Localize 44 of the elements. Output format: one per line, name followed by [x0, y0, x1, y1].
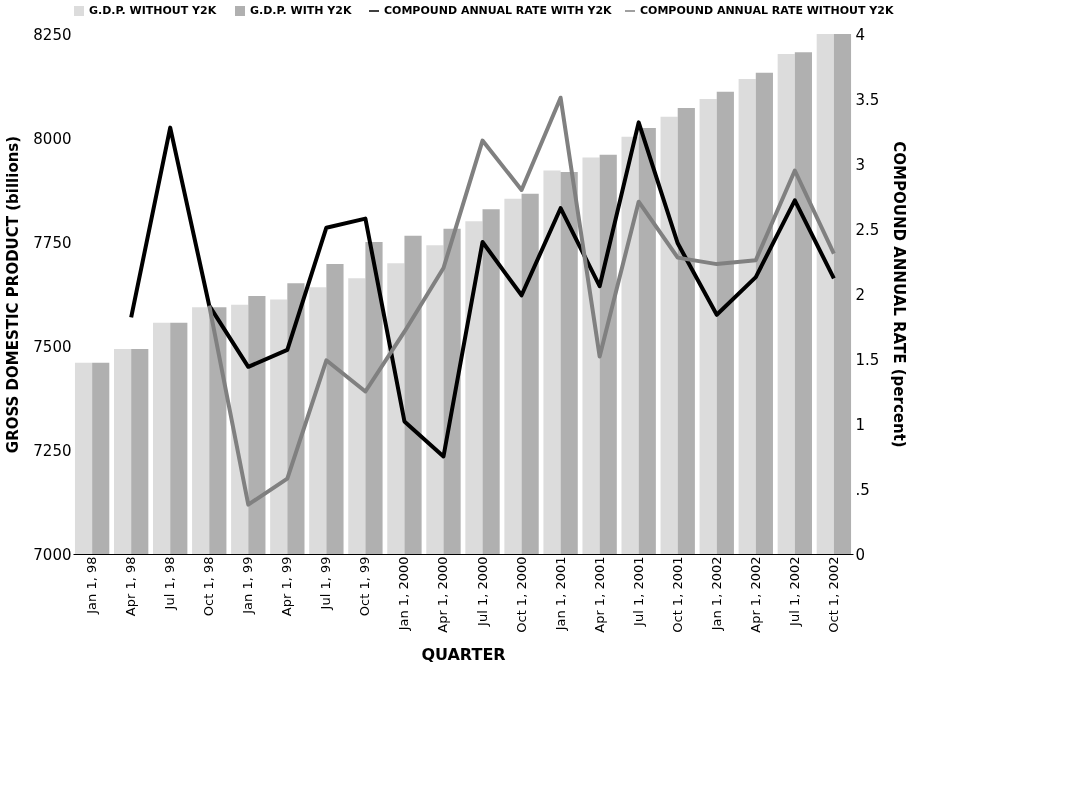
y-tick-label: 7500	[33, 337, 72, 356]
x-tick-label: Oct 1, 2000	[513, 556, 529, 633]
x-tick-label: Jan 1, 98	[84, 556, 100, 615]
y-tick-label: 8000	[33, 129, 72, 148]
x-tick-label: Apr 1, 2001	[591, 556, 607, 633]
x-axis-title: QUARTER	[421, 644, 506, 664]
x-tick-label: Jan 1, 2002	[708, 556, 724, 632]
y-tick-label: 7750	[33, 233, 72, 252]
x-tick-label: Jan 1, 2000	[396, 556, 412, 632]
y2-tick-label: 3	[855, 155, 866, 174]
x-tick-label: Oct 1, 98	[201, 556, 217, 617]
x-tick-label: Jul 1, 2002	[786, 556, 802, 627]
x-tick-label: Oct 1, 2002	[825, 556, 841, 633]
y2-tick-label: 1	[855, 415, 866, 434]
y2-tick-label: 2	[855, 285, 866, 304]
x-tick-label: Oct 1, 2001	[669, 556, 685, 633]
y2-axis-title: COMPOUND ANNUAL RATE (percent)	[890, 141, 909, 448]
y2-tick-label: 4	[855, 25, 866, 44]
y-axis-title: GROSS DOMESTIC PRODUCT (billions)	[4, 135, 23, 454]
y-tick-label: 7000	[33, 545, 72, 564]
y2-tick-label: 1.5	[855, 350, 880, 369]
x-tick-label: Jan 1, 99	[240, 556, 256, 615]
y-tick-label: 8250	[33, 25, 72, 44]
x-tick-label: Jul 1, 2000	[474, 556, 490, 627]
legend-label: COMPOUND ANNUAL RATE WITHOUT Y2K	[640, 4, 894, 17]
x-tick-label: Apr 1, 2000	[435, 556, 451, 633]
y2-tick-label: 0	[855, 545, 866, 564]
legend-label: G.D.P. WITHOUT Y2K	[89, 4, 217, 17]
y2-tick-label: 3.5	[855, 90, 880, 109]
x-tick-label: Jul 1, 98	[162, 556, 178, 611]
x-tick-label: Apr 1, 98	[123, 556, 139, 617]
x-tick-label: Jan 1, 2001	[552, 556, 568, 632]
x-tick-label: Apr 1, 99	[279, 556, 295, 617]
line-series	[207, 95, 836, 507]
x-tick-label: Jul 1, 2001	[630, 556, 646, 627]
x-tick-label: Oct 1, 99	[357, 556, 373, 617]
y-tick-label: 7250	[33, 441, 72, 460]
line-series	[129, 120, 836, 459]
y2-tick-label: 2.5	[855, 220, 880, 239]
y2-tick-label: .5	[855, 480, 870, 499]
legend-label: COMPOUND ANNUAL RATE WITH Y2K	[384, 4, 613, 17]
x-tick-label: Jul 1, 99	[318, 556, 334, 611]
x-tick-label: Apr 1, 2002	[747, 556, 763, 633]
legend-label: G.D.P. WITH Y2K	[250, 4, 352, 17]
